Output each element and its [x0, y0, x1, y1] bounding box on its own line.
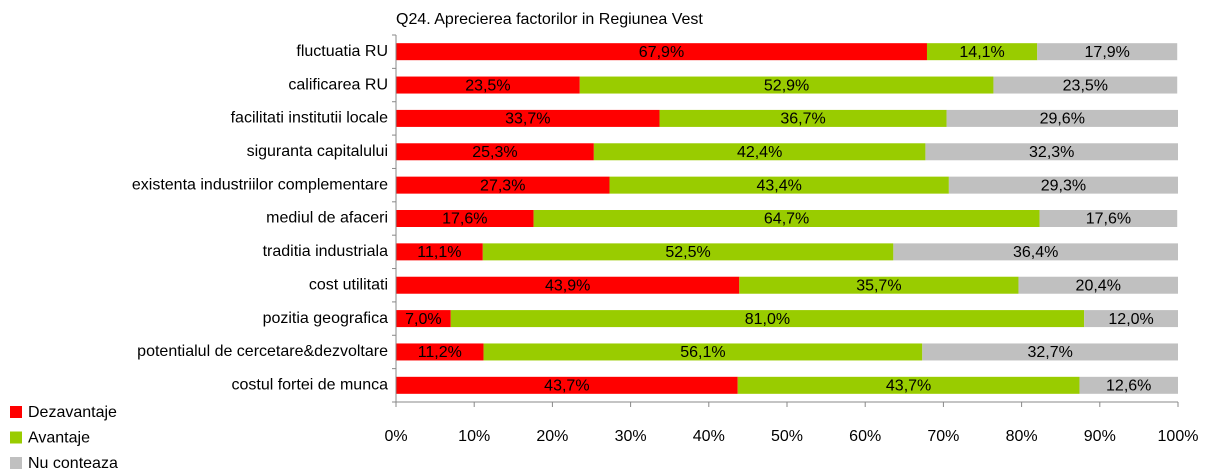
data-label: 29,3% [1041, 177, 1086, 194]
bar-segment [926, 43, 1038, 61]
data-label: 17,6% [1086, 211, 1131, 228]
y-tick-label: existenta industriilor complementare [132, 176, 388, 193]
data-label: 43,7% [886, 378, 931, 395]
data-label: 43,7% [544, 378, 589, 395]
x-tick-label: 20% [536, 428, 568, 445]
bar-segment [948, 176, 1178, 194]
data-label: 36,4% [1013, 244, 1058, 261]
bar-segment [396, 76, 580, 94]
legend-swatch [10, 406, 22, 418]
bar-segment [739, 276, 1019, 294]
bar-segment [1084, 310, 1178, 328]
bar-segment [396, 343, 484, 361]
y-tick-label: costul fortei de munca [231, 377, 388, 394]
data-label: 17,6% [442, 211, 487, 228]
data-label: 33,7% [505, 111, 550, 128]
legend-label: Avantaje [28, 430, 90, 447]
y-tick-label: potentialul de cercetare&dezvoltare [137, 343, 388, 360]
x-tick-label: 60% [849, 428, 881, 445]
bar-segment [1018, 276, 1178, 294]
bar-segment [593, 143, 926, 161]
bar-segment [396, 276, 740, 294]
data-label: 52,9% [764, 77, 809, 94]
bar-segment [396, 43, 927, 61]
bar-segment [925, 143, 1178, 161]
bar-segment [609, 176, 949, 194]
data-label: 11,2% [418, 344, 462, 361]
bar-segment [396, 376, 738, 394]
data-label: 81,0% [745, 311, 790, 328]
x-tick-label: 90% [1084, 428, 1116, 445]
y-tick-label: facilitati institutii locale [231, 110, 389, 127]
bar-segment [579, 76, 994, 94]
data-label: 42,4% [737, 144, 782, 161]
bar-segment [922, 343, 1178, 361]
x-tick-label: 50% [771, 428, 803, 445]
bar-segment [533, 210, 1040, 227]
bar-segment [737, 376, 1080, 394]
data-label: 12,0% [1108, 311, 1153, 328]
data-label: 23,5% [465, 77, 510, 94]
bar-segment [396, 143, 594, 161]
data-label: 32,3% [1029, 144, 1074, 161]
bar-segment [396, 176, 610, 194]
bar-segment [482, 243, 894, 261]
bar-segment [396, 310, 451, 328]
data-label: 43,4% [756, 177, 801, 194]
bar-segment [396, 243, 483, 261]
bar-segment [450, 310, 1085, 328]
data-label: 36,7% [780, 111, 825, 128]
bar-segment [993, 76, 1178, 94]
bar-segment [396, 210, 534, 227]
legend-swatch [10, 457, 22, 469]
data-label: 27,3% [480, 177, 525, 194]
data-label: 29,6% [1040, 111, 1085, 128]
chart-title: Q24. Aprecierea factorilor in Regiunea V… [396, 11, 703, 28]
data-label: 25,3% [472, 144, 517, 161]
bar-segment [659, 109, 947, 127]
data-label: 32,7% [1027, 344, 1072, 361]
bar-segment [946, 109, 1178, 127]
data-label: 35,7% [856, 277, 901, 294]
x-tick-label: 0% [384, 428, 407, 445]
x-tick-label: 80% [1006, 428, 1038, 445]
y-tick-label: siguranta capitalului [247, 143, 388, 160]
y-tick-label: fluctuatia RU [296, 43, 388, 60]
legend-label: Dezavantaje [28, 404, 117, 421]
bar-segment [1079, 376, 1178, 394]
bar-segment [1037, 43, 1178, 61]
y-tick-label: cost utilitati [309, 276, 388, 293]
data-label: 52,5% [665, 244, 710, 261]
data-label: 14,1% [959, 44, 1004, 61]
y-tick-label: traditia industriala [263, 243, 389, 260]
data-label: 7,0% [405, 311, 441, 328]
bar-segment [396, 109, 660, 127]
legend-swatch [10, 431, 22, 444]
y-tick-label: calificarea RU [288, 76, 388, 93]
x-tick-label: 100% [1158, 428, 1199, 445]
y-tick-label: pozitia geografica [263, 310, 389, 327]
data-label: 20,4% [1076, 277, 1121, 294]
x-tick-label: 40% [693, 428, 725, 445]
data-label: 43,9% [545, 277, 590, 294]
bar-segment [1039, 210, 1178, 227]
data-label: 67,9% [639, 44, 684, 61]
data-label: 23,5% [1063, 77, 1108, 94]
x-tick-label: 10% [458, 428, 490, 445]
data-label: 11,1% [417, 244, 461, 261]
y-tick-label: mediul de afaceri [266, 210, 388, 227]
data-label: 17,9% [1085, 44, 1130, 61]
bar-segment [893, 243, 1178, 261]
legend-label: Nu conteaza [28, 455, 118, 472]
data-label: 12,6% [1106, 378, 1151, 395]
x-tick-label: 70% [927, 428, 959, 445]
bar-segment [483, 343, 923, 361]
x-tick-label: 30% [615, 428, 647, 445]
data-label: 56,1% [680, 344, 725, 361]
data-label: 64,7% [764, 211, 809, 228]
